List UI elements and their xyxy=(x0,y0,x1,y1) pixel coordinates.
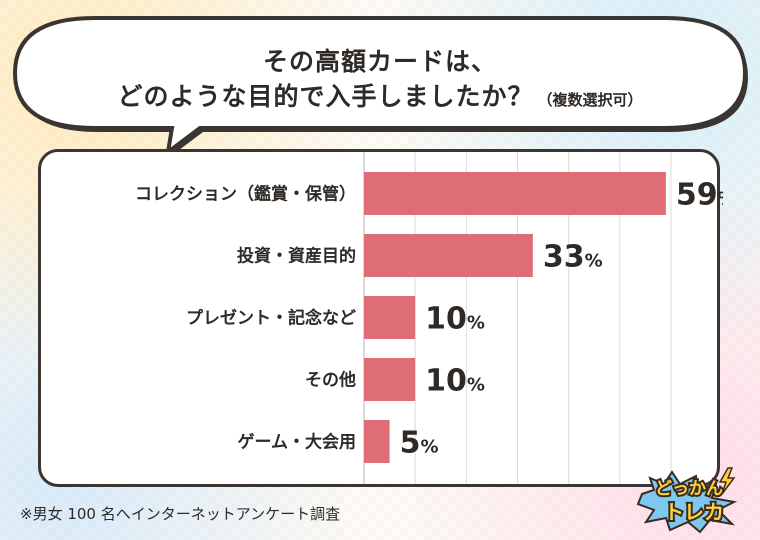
title-line-1: その高額カードは、 xyxy=(262,47,497,76)
bar xyxy=(364,172,666,215)
category-label: 投資・資産目的 xyxy=(237,246,356,267)
logo-graphic: どっかん トレカ xyxy=(636,467,738,534)
category-label: その他 xyxy=(305,370,356,391)
bar xyxy=(364,296,416,339)
category-label: プレゼント・記念など xyxy=(186,308,356,329)
survey-footnote: ※男女 100 名へインターネットアンケート調査 xyxy=(20,505,341,523)
value-label: 59% xyxy=(676,178,723,213)
logo-text-2: トレカ xyxy=(664,500,724,524)
bar xyxy=(364,234,533,277)
title-bubble: その高額カードは、 どのような目的で入手しましたか？ （複数選択可） xyxy=(0,0,760,160)
value-label: 33% xyxy=(543,240,603,275)
logo-text-1: どっかん xyxy=(655,479,723,499)
bar xyxy=(364,420,390,463)
bars xyxy=(364,172,666,463)
category-label: ゲーム・大会用 xyxy=(238,432,357,453)
title-question: どのような目的で入手しましたか？ xyxy=(117,82,534,111)
value-labels: 59% 33% 10% 10% 5% xyxy=(400,178,723,461)
bar-chart: コレクション（鑑賞・保管） 投資・資産目的プレゼント・記念などその他ゲーム・大会用… xyxy=(135,152,723,484)
speech-bubble-shape xyxy=(12,16,748,157)
category-label: コレクション（鑑賞・保管） xyxy=(135,184,356,205)
lightning-icon xyxy=(718,467,736,495)
title-note: （複数選択可） xyxy=(537,91,643,109)
value-label: 5% xyxy=(400,426,439,461)
value-label: 10% xyxy=(425,364,485,399)
title-line-2: どのような目的で入手しましたか？ （複数選択可） xyxy=(0,77,760,113)
dokkan-toreka-logo: どっかん トレカ xyxy=(636,464,742,534)
value-label: 10% xyxy=(425,302,485,337)
bar xyxy=(364,358,416,401)
chart-panel: コレクション（鑑賞・保管） 投資・資産目的プレゼント・記念などその他ゲーム・大会用… xyxy=(38,149,723,487)
